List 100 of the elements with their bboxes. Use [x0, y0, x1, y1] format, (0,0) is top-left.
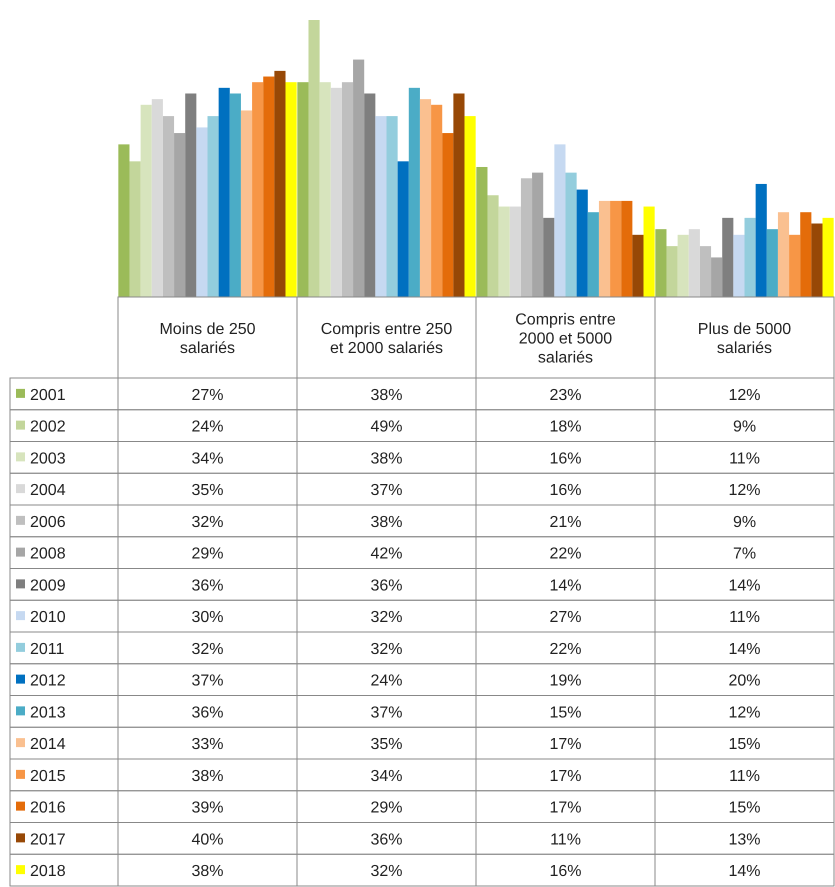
legend-label: 2014 [30, 736, 66, 754]
bar [576, 190, 588, 297]
bar [330, 88, 342, 297]
data-label: 24% [191, 418, 224, 436]
data-label: 24% [370, 672, 403, 690]
data-label: 32% [370, 609, 403, 626]
data-label: 16% [549, 450, 582, 468]
bar [744, 218, 756, 297]
data-label: 14% [549, 577, 582, 594]
bar [711, 257, 722, 297]
bar [688, 229, 700, 297]
data-label: 14% [728, 863, 761, 880]
bar [353, 60, 364, 297]
data-label: 15% [549, 704, 582, 722]
bar [621, 200, 632, 297]
data-label: 37% [191, 672, 224, 690]
legend-label: 2011 [30, 640, 65, 658]
legend-label: 2002 [30, 418, 66, 436]
data-label: 29% [191, 546, 224, 563]
bar [487, 195, 499, 297]
legend-label: 2010 [30, 609, 66, 626]
bar [476, 166, 488, 297]
legend-label: 2012 [30, 672, 66, 690]
data-label: 38% [191, 863, 224, 880]
data-label: 12% [728, 386, 761, 404]
bar [766, 229, 778, 297]
x-tick-label: Moins de 250 salariés [159, 321, 256, 357]
bar [420, 99, 432, 297]
bar [822, 218, 834, 297]
data-label: 20% [728, 672, 761, 690]
data-label: 21% [549, 514, 582, 531]
bar [152, 99, 163, 297]
bar [442, 133, 454, 297]
bar [386, 116, 398, 297]
data-label: 11% [729, 609, 760, 626]
legend-label: 2008 [30, 546, 66, 563]
data-label: 36% [370, 577, 403, 594]
bar [230, 93, 241, 297]
data-label: 9% [732, 418, 756, 436]
legend-label: 2004 [30, 482, 66, 500]
data-label: 38% [370, 514, 403, 531]
bar [510, 206, 521, 297]
data-label: 36% [191, 704, 224, 722]
data-label: 17% [549, 800, 582, 817]
legend-label: 2003 [30, 450, 66, 468]
bar [320, 82, 331, 297]
bar [778, 212, 790, 297]
data-label: 27% [191, 386, 224, 404]
bar [789, 234, 800, 297]
data-label: 32% [370, 863, 403, 880]
bar [208, 116, 219, 297]
data-label: 11% [729, 450, 760, 468]
x-tick-label: Compris entre 2000 et 5000 salariés [515, 312, 616, 366]
bar [464, 116, 476, 297]
bar [408, 88, 420, 297]
data-label: 34% [370, 768, 403, 785]
data-label: 32% [370, 640, 403, 658]
bar [598, 200, 610, 297]
data-label: 27% [549, 609, 582, 626]
data-label: 9% [732, 514, 756, 531]
bar [162, 116, 174, 297]
data-label: 13% [728, 831, 761, 848]
x-tick-label: Plus de 5000 salariés [698, 321, 792, 357]
data-label: 37% [370, 482, 403, 500]
data-label: 40% [191, 831, 224, 848]
bar [342, 82, 354, 297]
bar [398, 161, 409, 297]
data-label: 38% [370, 386, 403, 404]
data-label: 38% [191, 768, 224, 785]
bar [520, 178, 532, 297]
data-label: 19% [549, 672, 582, 690]
bar [218, 88, 230, 297]
legend-label: 2009 [30, 577, 66, 594]
data-label: 33% [191, 736, 224, 754]
data-label: 17% [549, 768, 582, 785]
legend-label: 2016 [30, 800, 66, 817]
data-label: 37% [370, 704, 403, 722]
bar [800, 212, 812, 297]
data-label: 22% [549, 640, 582, 658]
bar [375, 116, 386, 297]
data-label: 32% [191, 640, 224, 658]
bar [610, 200, 622, 297]
data-label: 39% [191, 800, 224, 817]
bar [286, 82, 297, 297]
bar [700, 246, 712, 297]
data-label: 35% [370, 736, 403, 754]
bar [733, 234, 744, 297]
data-label: 12% [728, 704, 761, 722]
data-label: 34% [191, 450, 224, 468]
bar [140, 104, 152, 297]
bar [811, 224, 823, 297]
data-label: 11% [550, 831, 581, 848]
bar [431, 104, 442, 297]
x-tick-label: Compris entre 250 et 2000 salariés [320, 321, 452, 357]
data-label: 35% [191, 482, 224, 500]
bar [532, 172, 544, 297]
bar [240, 110, 252, 297]
bar [498, 206, 510, 297]
bar [274, 70, 286, 297]
legend-label: 2001 [30, 386, 66, 404]
